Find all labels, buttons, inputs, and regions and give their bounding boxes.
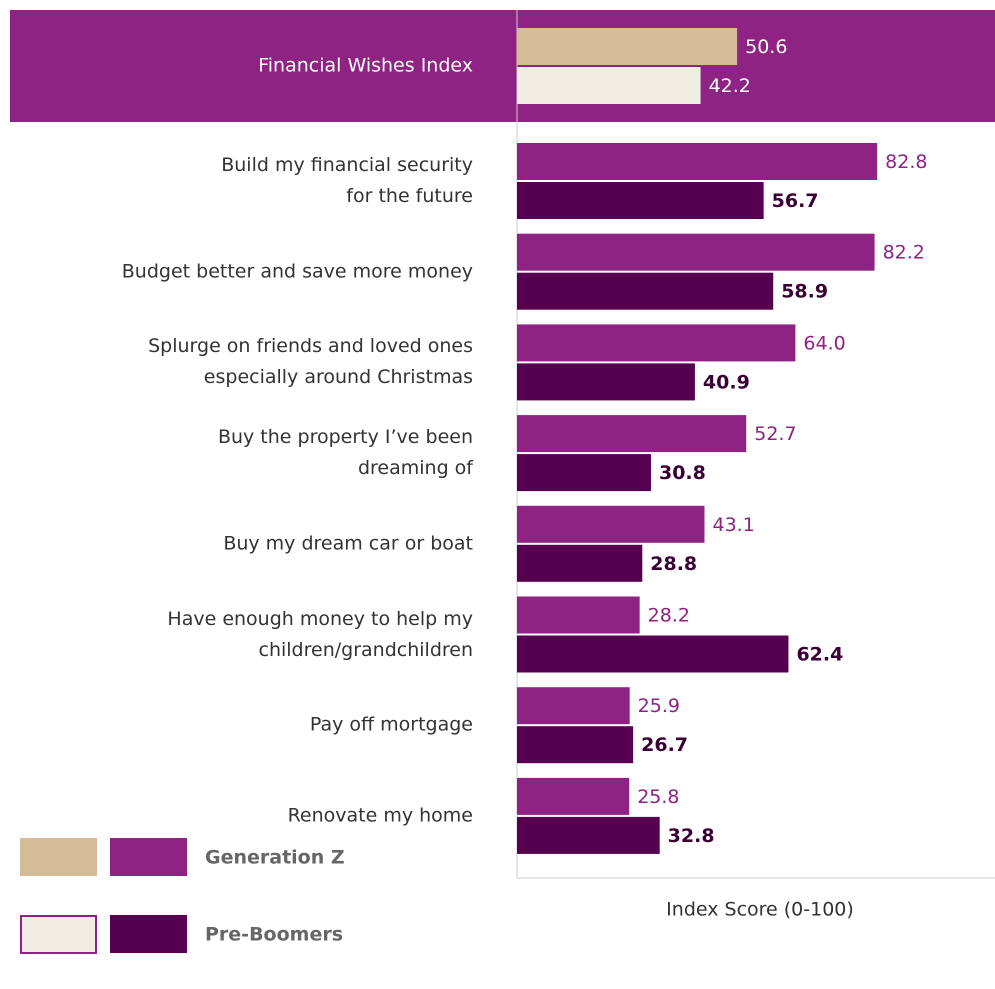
value-label: 28.2: [648, 605, 690, 627]
value-label: 32.8: [668, 825, 715, 847]
value-label: 42.2: [709, 75, 751, 97]
bar: [517, 415, 747, 453]
category-label: Renovate my home: [287, 804, 473, 827]
bar: [517, 28, 738, 65]
value-label: 30.8: [659, 462, 706, 484]
value-label: 25.8: [637, 786, 679, 808]
legend-swatch: [110, 838, 187, 876]
value-label: 26.7: [641, 734, 688, 756]
category-label: Budget better and save more money: [121, 260, 473, 283]
legend-label: Generation Z: [205, 847, 345, 869]
bar: [517, 324, 796, 362]
category-label: Have enough money to help my children/gr…: [167, 607, 473, 661]
bar: [517, 233, 875, 271]
bar: [517, 505, 705, 543]
bar: [517, 67, 701, 104]
bar: [517, 596, 640, 634]
index-banner: [10, 10, 995, 122]
x-axis-label: Index Score (0-100): [666, 899, 854, 921]
bar: [517, 363, 695, 401]
value-label: 28.8: [650, 553, 697, 575]
legend-swatch: [20, 915, 97, 954]
bar: [517, 272, 774, 310]
bar: [517, 726, 634, 764]
category-label: Financial Wishes Index: [258, 54, 473, 77]
value-label: 62.4: [796, 644, 843, 666]
bar: [517, 635, 789, 673]
category-label: Build my financial security for the futu…: [221, 154, 473, 207]
legend-swatch: [20, 838, 97, 876]
value-label: 43.1: [712, 514, 754, 536]
legend-label: Pre-Boomers: [205, 924, 343, 946]
value-label: 82.2: [883, 242, 925, 264]
value-label: 56.7: [772, 190, 819, 212]
bar: [517, 544, 643, 582]
value-label: 64.0: [803, 332, 845, 354]
category-label: Buy the property I’ve been dreaming of: [217, 426, 473, 480]
value-label: 52.7: [754, 423, 796, 445]
value-label: 58.9: [781, 281, 828, 303]
bar: [517, 454, 651, 492]
bar: [517, 687, 630, 725]
value-label: 82.8: [885, 151, 927, 173]
category-label: Splurge on friends and loved ones especi…: [148, 335, 473, 389]
bar: [517, 777, 630, 815]
bar: [517, 143, 878, 180]
value-label: 50.6: [745, 36, 787, 58]
value-label: 25.9: [638, 695, 680, 717]
category-label: Buy my dream car or boat: [223, 532, 473, 555]
category-label: Pay off mortgage: [309, 713, 473, 736]
value-label: 40.9: [703, 371, 750, 393]
bar: [517, 816, 660, 854]
legend-swatch: [110, 915, 187, 953]
bar: [517, 182, 764, 219]
